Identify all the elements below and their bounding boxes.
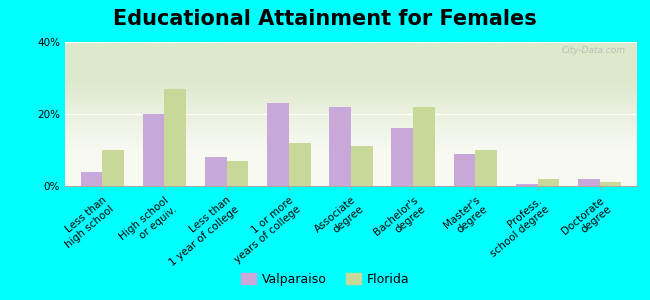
Bar [143, 114, 164, 186]
Bar [475, 150, 497, 186]
Bar [227, 161, 248, 186]
Bar [351, 146, 372, 186]
Bar [538, 179, 559, 186]
Bar [164, 89, 187, 186]
Legend: Valparaiso, Florida: Valparaiso, Florida [235, 268, 415, 291]
Bar [289, 143, 311, 186]
Bar [600, 182, 621, 186]
Bar [330, 107, 351, 186]
Bar [413, 107, 435, 186]
Bar [102, 150, 124, 186]
Bar [267, 103, 289, 186]
Text: City-Data.com: City-Data.com [562, 46, 625, 55]
Bar [391, 128, 413, 186]
Bar [454, 154, 475, 186]
Bar [81, 172, 102, 186]
Bar [205, 157, 227, 186]
Text: Educational Attainment for Females: Educational Attainment for Females [113, 9, 537, 29]
Bar [515, 184, 538, 186]
Bar [578, 179, 600, 186]
